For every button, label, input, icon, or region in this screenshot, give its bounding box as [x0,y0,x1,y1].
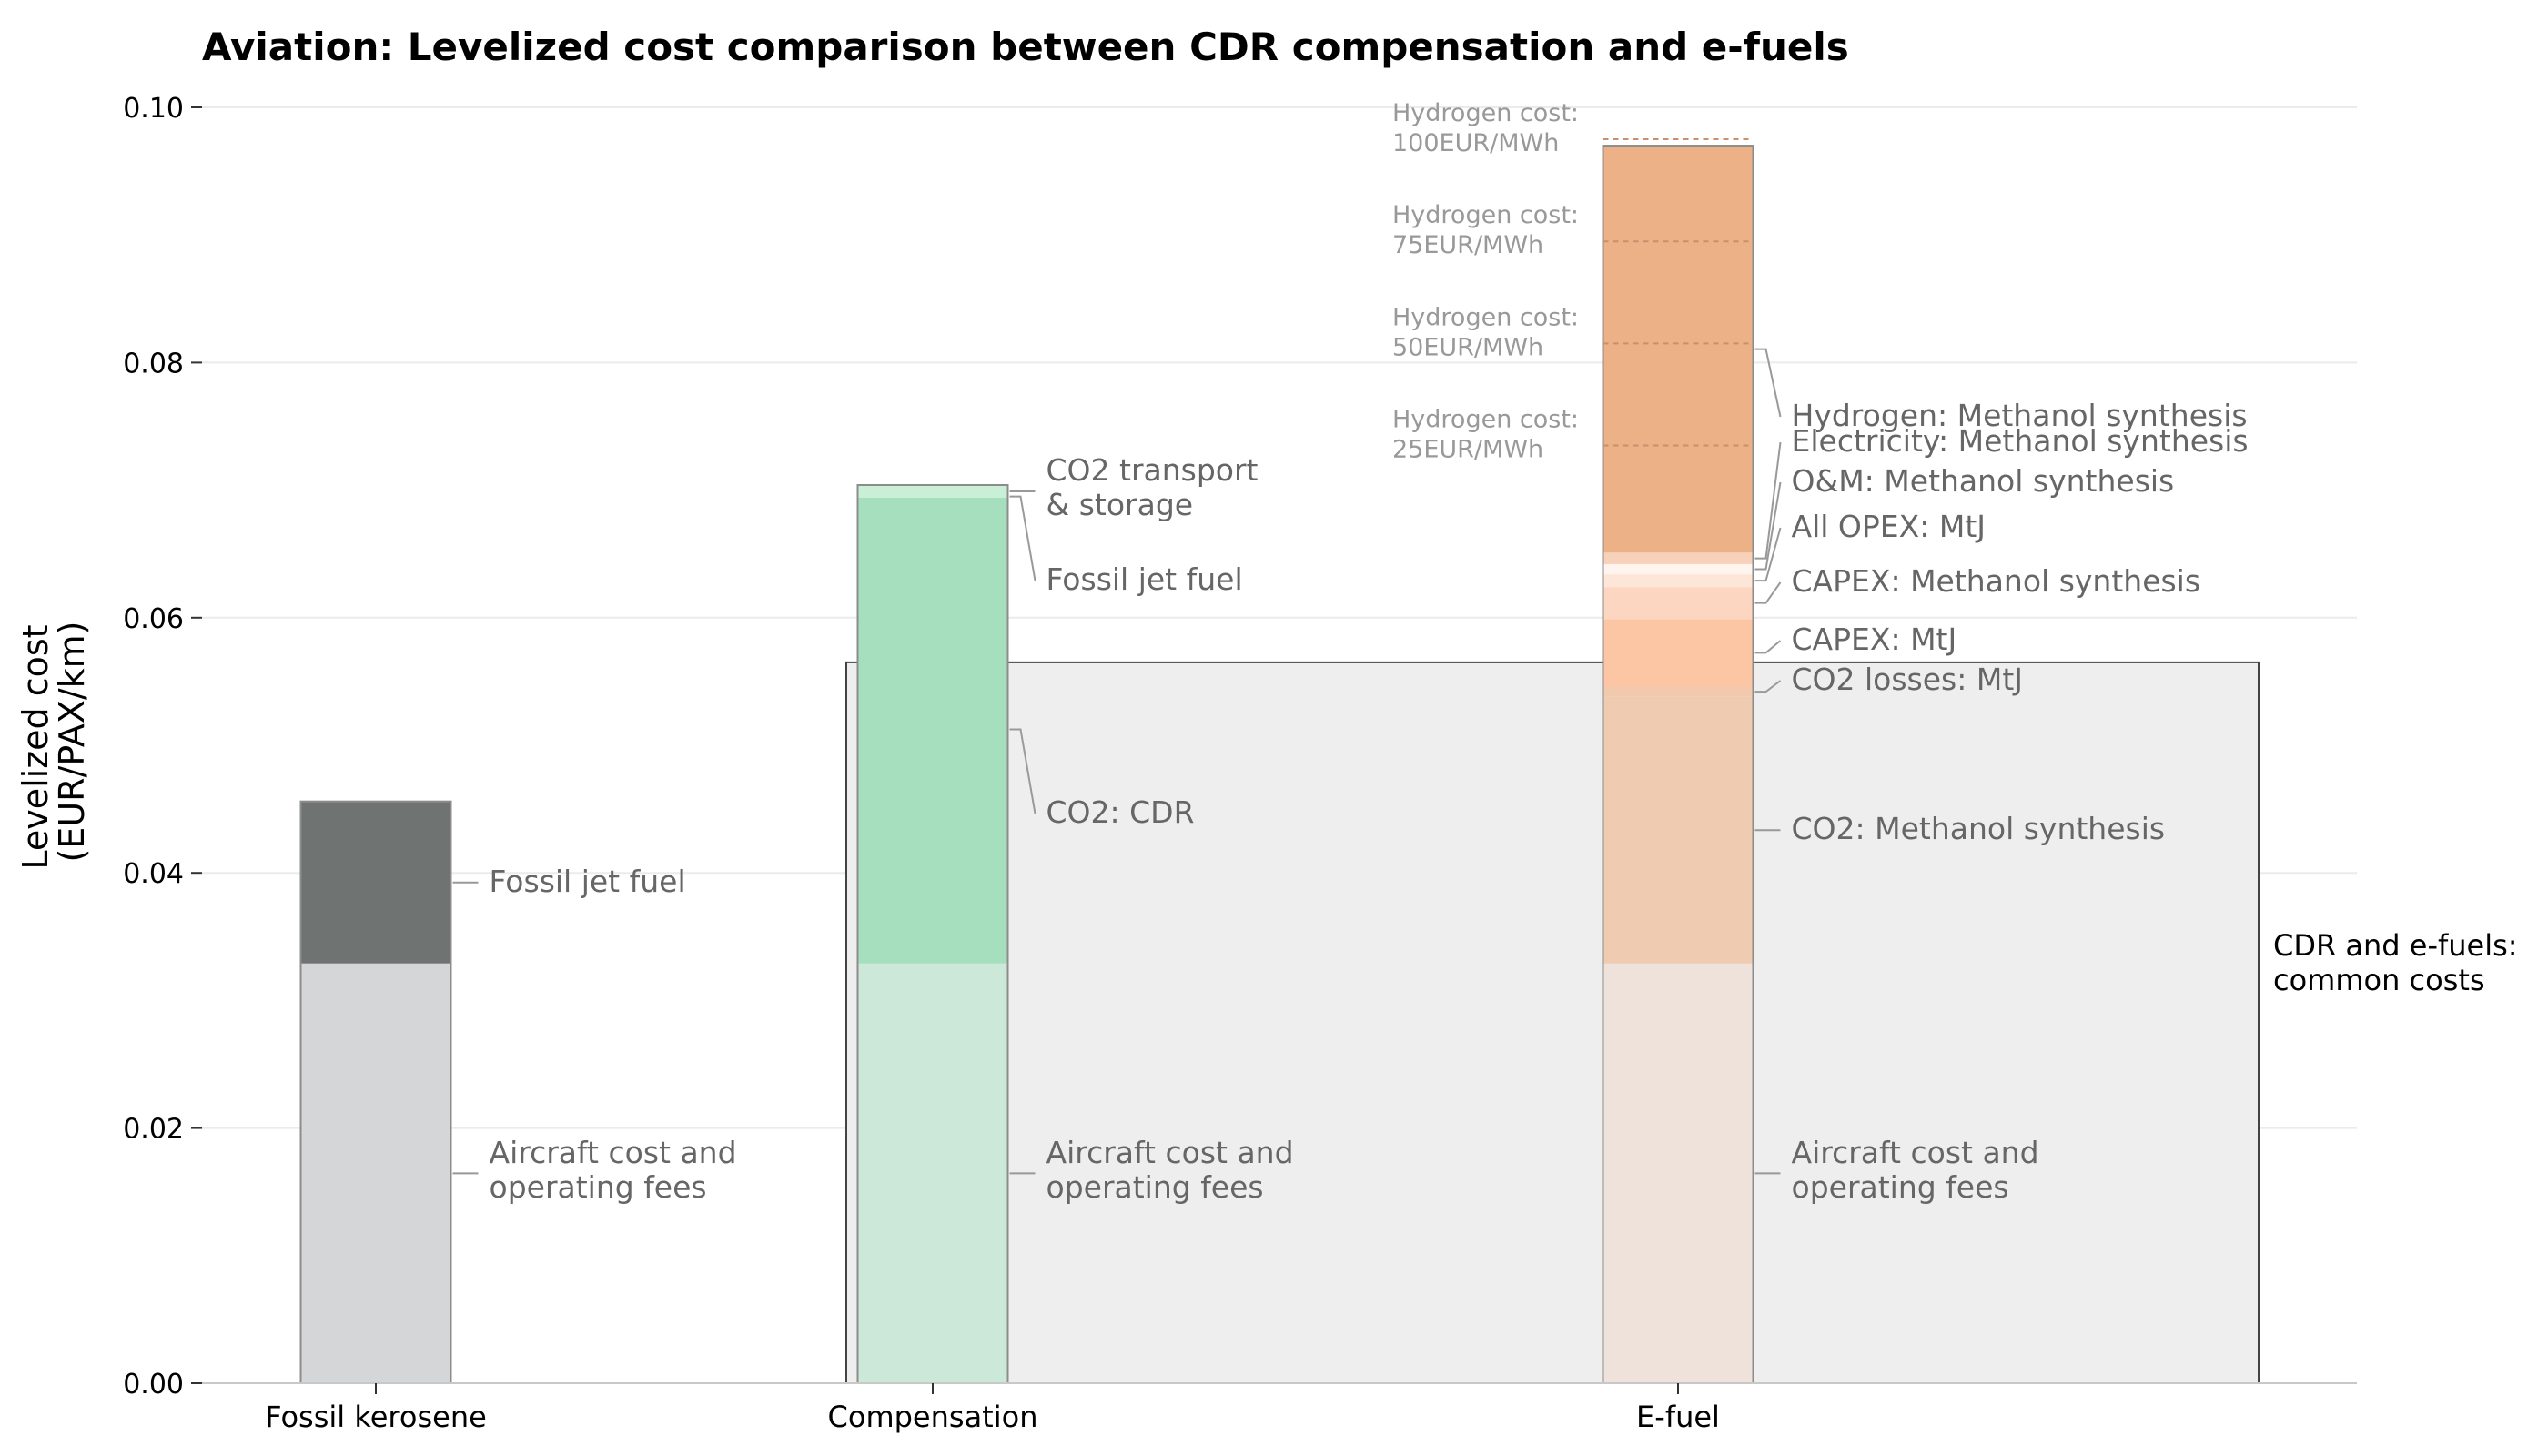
segment-label-fossil-jet-fuel: Fossil jet fuel [1046,561,1243,597]
bar-segment-fossil-jet-fuel [300,801,451,964]
segment-label-capex-methanol: CAPEX: Methanol synthesis [1792,563,2201,599]
segment-label-aircraft-cost-line: operating fees [1046,1169,1264,1205]
hydrogen-cost-label: Hydrogen cost: 25EUR/MWh [1392,406,1579,464]
category-label: Fossil kerosene [265,1400,487,1434]
y-axis-label-line-2: (EUR/PAX/km) [52,621,92,862]
leader-line [1754,481,1782,571]
hydrogen-cost-label-line: Hydrogen cost: [1392,201,1579,229]
common-costs-label: CDR and e-fuels: common costs [2273,928,2518,997]
segment-label-aircraft-cost: Aircraft cost and operating fees [1792,1135,2039,1205]
leader-line [1754,348,1782,418]
hydrogen-cost-label-line: 100EUR/MWh [1392,129,1559,157]
hydrogen-cost-label-line: Hydrogen cost: [1392,406,1579,434]
leader-line [1009,495,1036,581]
segment-label-fossil-jet-fuel-line: Fossil jet fuel [490,864,686,899]
y-axis-label-line-1: Levelized cost [15,624,56,869]
bar-segment-electricity-methanol [1603,552,1754,564]
bar-segment-co2-losses-mtj [1603,686,1754,697]
bar-segment-co2-methanol [1603,696,1754,964]
segment-label-co2-cdr: CO2: CDR [1046,794,1195,830]
y-tick-label: 0.08 [123,348,184,379]
segment-label-fossil-jet-fuel: Fossil jet fuel [490,864,686,899]
y-tick-label: 0.06 [123,603,184,635]
common-costs-box: CDR and e-fuels: common costs [845,661,2518,1384]
segment-label-co2-transport-storage: CO2 transport & storage [1046,452,1259,522]
hydrogen-cost-label-line: Hydrogen cost: [1392,303,1579,331]
common-costs-rect [845,661,2260,1384]
bar-segment-capex-methanol [1603,587,1754,620]
leader-line [1754,581,1782,604]
segment-label-capex-mtj: CAPEX: MtJ [1792,622,1957,657]
bar-segment-aircraft-cost [1603,963,1754,1383]
segment-label-om-methanol-line: O&M: Methanol synthesis [1792,463,2175,499]
segment-label-aircraft-cost-line: Aircraft cost and [490,1135,737,1170]
y-tick-label: 0.10 [123,93,184,125]
common-costs-label-line: CDR and e-fuels: [2273,928,2518,963]
y-tick-label: 0.04 [123,858,184,890]
y-axis-label: Levelized cost (EUR/PAX/km) [15,613,92,869]
category-label: E-fuel [1636,1400,1720,1434]
hydrogen-cost-label-line: 25EUR/MWh [1392,436,1543,464]
segment-label-aircraft-cost: Aircraft cost and operating fees [490,1135,737,1205]
axes: 0.00 0.02 0.04 0.06 0.08 0.10 Fossil kerosene C… [123,93,2357,1434]
segment-label-co2-losses-mtj: CO2 losses: MtJ [1792,662,2024,697]
hydrogen-cost-label-line: 75EUR/MWh [1392,231,1543,259]
y-tick-label: 0.00 [123,1369,184,1400]
bar-segment-opex-mtj [1603,574,1754,588]
leader-line [1754,441,1782,560]
segment-label-electricity-methanol: Electricity: Methanol synthesis [1792,423,2249,459]
segment-label-aircraft-cost: Aircraft cost and operating fees [1046,1135,1294,1205]
segment-label-co2-losses-mtj-line: CO2 losses: MtJ [1792,662,2024,697]
segment-label-hydrogen-methanol: Hydrogen: Methanol synthesis [1792,398,2248,433]
hydrogen-cost-label-line: Hydrogen cost: [1392,99,1579,127]
segment-label-aircraft-cost-line: operating fees [490,1169,707,1205]
segment-label-fossil-jet-fuel-line: Fossil jet fuel [1046,561,1243,597]
bar-segment-om-methanol [1603,563,1754,575]
hydrogen-cost-label: Hydrogen cost: 100EUR/MWh [1392,99,1579,157]
bar-segment-hydrogen-methanol [1603,146,1754,553]
segment-label-co2-methanol-line: CO2: Methanol synthesis [1792,811,2166,846]
hydrogen-cost-label: Hydrogen cost: 50EUR/MWh [1392,303,1579,361]
segment-label-capex-mtj-line: CAPEX: MtJ [1792,622,1957,657]
common-costs-label-line: common costs [2273,963,2485,997]
chart-title: Aviation: Levelized cost comparison betw… [202,25,1849,69]
segment-label-co2-transport-storage-line: CO2 transport [1046,452,1259,488]
segment-label-co2-transport-storage-line: & storage [1046,487,1194,522]
bar-segment-co2-cdr [857,495,1008,964]
y-tick-label: 0.02 [123,1114,184,1146]
segment-label-electricity-methanol-line: Electricity: Methanol synthesis [1792,423,2249,459]
bar-segment-capex-mtj [1603,619,1754,687]
bar-segment-aircraft-cost [300,963,451,1383]
segment-label-hydrogen-methanol-line: Hydrogen: Methanol synthesis [1792,398,2248,433]
segment-label-aircraft-cost-line: Aircraft cost and [1046,1135,1294,1170]
leader-line [1754,527,1782,582]
leader-line [1754,680,1782,693]
segment-label-co2-methanol: CO2: Methanol synthesis [1792,811,2166,846]
hydrogen-cost-label-line: 50EUR/MWh [1392,333,1543,361]
bar-segment-aircraft-cost [857,963,1008,1383]
segment-label-om-methanol: O&M: Methanol synthesis [1792,463,2175,499]
hydrogen-cost-label: Hydrogen cost: 75EUR/MWh [1392,201,1579,259]
segment-label-aircraft-cost-line: operating fees [1792,1169,2009,1205]
leader-line [1009,728,1036,814]
segment-label-opex-mtj: All OPEX: MtJ [1792,509,1987,544]
category-label: Compensation [828,1400,1038,1434]
bar-segment-co2-transport-storage [857,484,1008,499]
segment-label-opex-mtj-line: All OPEX: MtJ [1792,509,1987,544]
segment-label-aircraft-cost-line: Aircraft cost and [1792,1135,2039,1170]
bars [299,145,1754,1384]
leader-line [1754,640,1782,654]
segment-label-co2-cdr-line: CO2: CDR [1046,794,1195,830]
segment-label-capex-methanol-line: CAPEX: Methanol synthesis [1792,563,2201,599]
